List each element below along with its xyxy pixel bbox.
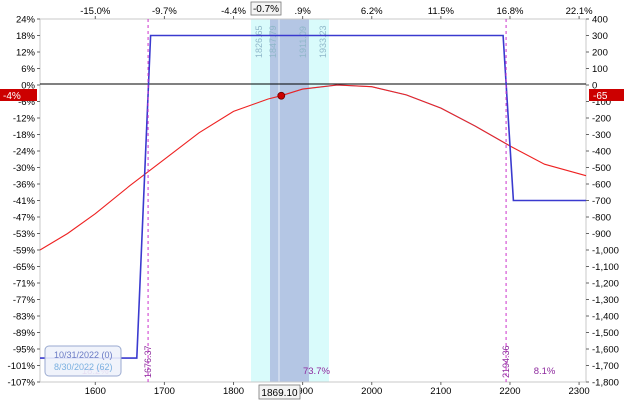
zone-probability-label: 8.1%	[534, 366, 556, 377]
y-left-tick-label: -6%	[18, 97, 35, 108]
x-bottom-tick-label: 1900	[292, 386, 313, 397]
y-left-tick-label: -24%	[13, 147, 36, 158]
y-right-tick-label: 200	[592, 48, 608, 59]
y-left-tick-label: -83%	[13, 312, 36, 323]
band-label-2: 1847.79	[268, 25, 278, 58]
date-expiration: 10/31/2022 (0)	[54, 350, 113, 360]
y-left-tick-label: -18%	[13, 130, 36, 141]
x-bottom-tick-label: 1700	[154, 386, 175, 397]
breakeven-layer: 1676.37 2194.36	[143, 19, 511, 382]
band-label-1: 1826.65	[254, 25, 264, 58]
y-right-tick-label: -1,200	[592, 279, 619, 290]
x-top-tick-label: -15.0%	[80, 6, 111, 17]
y-left-tick-label: 12%	[16, 48, 36, 59]
current-price-box	[258, 384, 301, 400]
zone-probability-label: 73.7%	[303, 366, 330, 377]
y-right-tick-label: -1,500	[592, 328, 619, 339]
y-right-tick-label: -700	[592, 196, 611, 207]
y-left-tick-label: -77%	[13, 295, 36, 306]
y-left-tick-label: 24%	[16, 15, 36, 26]
y-right-tick-label: 400	[592, 15, 608, 26]
x-bottom-tick-label: 1800	[223, 386, 244, 397]
y-right-tick-label: -100	[592, 97, 611, 108]
left-marker-bg	[0, 89, 37, 101]
x-top-tick-label: -9.7%	[152, 6, 177, 17]
x-top-tick-label: 11.5%	[428, 6, 455, 17]
y-right-tick-label: 100	[592, 64, 608, 75]
y-right-tick-label: -1,300	[592, 295, 619, 306]
x-top-tick-label: 6.2%	[361, 6, 383, 17]
y-left-tick-label: -101%	[8, 361, 36, 372]
x-top-tick-label: .9%	[294, 6, 311, 17]
y-left-tick-label: -36%	[13, 180, 36, 191]
band-label-4: 1933.23	[318, 25, 328, 58]
y-left-tick-label: -107%	[8, 378, 36, 389]
current-point-marker	[277, 91, 286, 100]
y-right-tick-label: -1,700	[592, 361, 619, 372]
y-axis-left: 24% 18% 12% 6% 0% -6% -12% -18% -24% -30% -36% -41%…	[8, 15, 40, 389]
x-top-tick-label: -4.4%	[221, 6, 246, 17]
left-marker: -4%	[3, 91, 21, 102]
today-pl-line	[39, 84, 587, 251]
breakeven-label: 2194.36	[501, 345, 511, 378]
y-right-tick-label: -200	[592, 114, 611, 125]
y-left-tick-label: -65%	[13, 262, 36, 273]
inner-band	[270, 19, 309, 382]
y-right-tick-label: -1,400	[592, 312, 619, 323]
y-right-tick-label: -1,000	[592, 246, 619, 257]
x-top-tick-label: 16.8%	[497, 6, 524, 17]
current-top-box	[250, 1, 282, 16]
y-right-tick-label: -900	[592, 229, 611, 240]
x-top-tick-label: 22.1%	[566, 6, 593, 17]
y-right-tick-label: -300	[592, 130, 611, 141]
y-left-tick-label: -41%	[13, 196, 36, 207]
y-right-tick-label: -500	[592, 163, 611, 174]
y-axis-right: 400 300 200 100 0 -100 -200 -300 -400 -500 -600 -70…	[586, 15, 619, 389]
y-left-tick-label: -47%	[13, 213, 36, 224]
y-right-tick-label: -1,800	[592, 378, 619, 389]
y-left-tick-label: -95%	[13, 345, 36, 356]
y-right-tick-label: -800	[592, 213, 611, 224]
right-marker-bg	[589, 89, 624, 101]
y-left-tick-label: -12%	[13, 114, 36, 125]
y-right-tick-label: -600	[592, 180, 611, 191]
x-bottom-tick-label: 2100	[430, 386, 451, 397]
y-left-tick-label: 18%	[16, 31, 36, 42]
y-left-tick-label: -59%	[13, 246, 36, 257]
x-bottom-tick-label: 2300	[569, 386, 590, 397]
y-left-tick-label: 6%	[21, 64, 35, 75]
current-price-label: 1869.10	[261, 388, 298, 399]
date-today: 8/30/2022 (62)	[54, 362, 113, 372]
y-right-tick-label: -400	[592, 147, 611, 158]
y-left-tick-label: -30%	[13, 163, 36, 174]
y-right-tick-label: -1,100	[592, 262, 619, 273]
breakeven-label: 1676.37	[143, 345, 153, 378]
x-bottom-tick-label: 1600	[85, 386, 106, 397]
current-top-label: -0.7%	[253, 4, 279, 15]
right-marker: -65	[593, 91, 608, 102]
x-bottom-tick-label: 2200	[499, 386, 520, 397]
x-bottom-tick-label: 2000	[361, 386, 382, 397]
x-axis-top: -15.0% -9.7% -4.4% .9% 6.2% 11.5% 16.8% 22.1%	[80, 6, 593, 19]
y-left-tick-label: -71%	[13, 279, 36, 290]
band-label-3: 1911.09	[298, 26, 308, 58]
y-right-tick-label: 0	[592, 81, 597, 92]
y-right-tick-label: 300	[592, 31, 608, 42]
y-left-tick-label: 0%	[21, 81, 35, 92]
date-box	[44, 345, 122, 377]
y-left-tick-label: -53%	[13, 229, 36, 240]
y-right-tick-label: -1,600	[592, 345, 619, 356]
x-axis-bottom: 1600 1700 1800 1900 2000 2100 2200 2300	[85, 382, 590, 397]
y-left-tick-label: -89%	[13, 328, 36, 339]
